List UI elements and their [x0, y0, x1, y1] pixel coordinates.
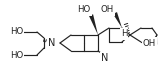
Text: OH: OH: [100, 5, 114, 15]
Text: N: N: [101, 53, 109, 63]
Text: OH: OH: [143, 39, 156, 47]
Text: HO: HO: [10, 50, 23, 60]
Polygon shape: [89, 14, 98, 35]
Polygon shape: [153, 35, 157, 44]
Text: H: H: [121, 29, 127, 39]
Text: HO: HO: [10, 27, 23, 37]
Text: N: N: [48, 38, 56, 48]
Text: HO: HO: [77, 5, 91, 15]
Polygon shape: [113, 12, 122, 28]
